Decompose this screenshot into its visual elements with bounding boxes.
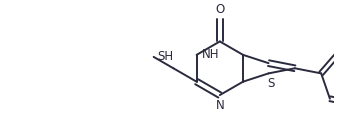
Text: N: N	[216, 99, 224, 112]
Text: O: O	[215, 3, 224, 16]
Text: SH: SH	[158, 50, 174, 63]
Text: NH: NH	[202, 48, 219, 61]
Text: S: S	[267, 77, 274, 90]
